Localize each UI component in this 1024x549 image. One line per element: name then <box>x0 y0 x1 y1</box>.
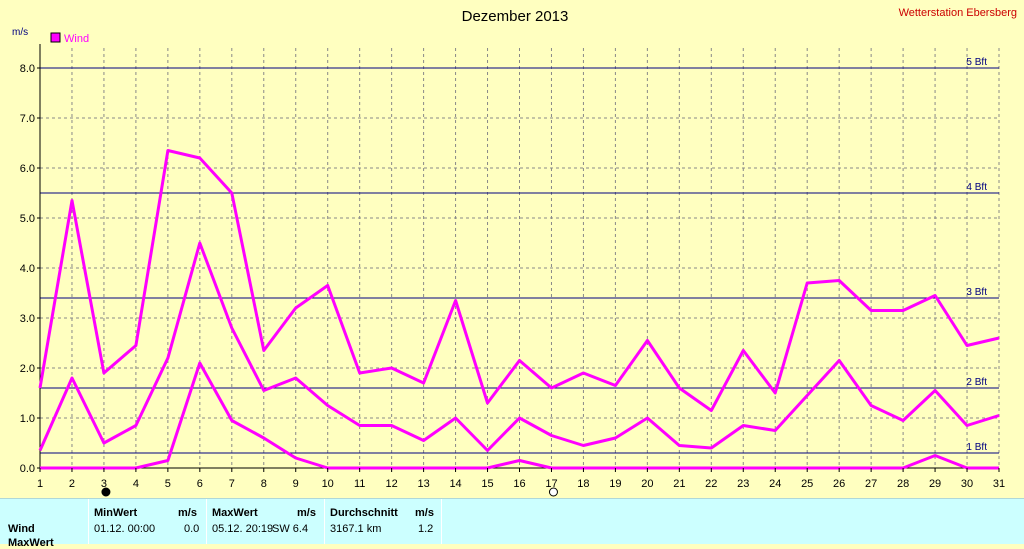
x-tick-label: 20 <box>641 478 653 490</box>
x-tick-label: 9 <box>293 478 299 490</box>
bft-label: 3 Bft <box>966 287 987 298</box>
x-tick-label: 21 <box>673 478 685 490</box>
x-tick-label: 1 <box>37 478 43 490</box>
y-tick-label: 2.0 <box>20 363 35 375</box>
x-tick-label: 12 <box>386 478 398 490</box>
x-tick-label: 3 <box>101 478 107 490</box>
x-tick-label: 29 <box>929 478 941 490</box>
avg-distance: 3167.1 km <box>330 523 382 535</box>
min-date: 01.12. 00:00 <box>94 523 156 535</box>
legend-label: Wind <box>64 33 89 45</box>
x-tick-label: 10 <box>322 478 334 490</box>
x-tick-label: 30 <box>961 478 973 490</box>
moon-markers <box>101 487 558 497</box>
series-line-max <box>38 149 1000 412</box>
x-tick-label: 16 <box>513 478 525 490</box>
row-label-wind: Wind <box>8 523 35 535</box>
max-header: MaxWert <box>212 507 258 519</box>
stats-divider <box>206 499 207 544</box>
station-name: Wetterstation Ebersberg <box>899 7 1017 19</box>
avg-value: 1.2 <box>418 523 434 535</box>
x-tick-label: 5 <box>165 478 171 490</box>
bft-label: 1 Bft <box>966 442 987 453</box>
y-tick-label: 8.0 <box>20 63 35 75</box>
wind-chart: Dezember 2013 Wetterstation Ebersberg m/… <box>12 7 1017 497</box>
full-moon-icon <box>548 487 558 497</box>
x-tick-label: 2 <box>69 478 75 490</box>
x-tick-label: 31 <box>993 478 1005 490</box>
y-tick-label: 3.0 <box>20 313 35 325</box>
x-tick-label: 23 <box>737 478 749 490</box>
y-tick-label: 7.0 <box>20 113 35 125</box>
tick-labels: 1 2 3 4 5 6 7 8 9 10 11 12 13 14 15 16 17 18 19 20 21 22 23 24 2… <box>20 63 1005 490</box>
legend-swatch <box>50 32 61 43</box>
x-tick-label: 6 <box>197 478 203 490</box>
y-tick-label: 6.0 <box>20 163 35 175</box>
x-tick-label: 22 <box>705 478 717 490</box>
stats-divider <box>441 499 442 544</box>
x-tick-label: 15 <box>481 478 493 490</box>
series-line-avg <box>38 241 1000 452</box>
bft-label: 5 Bft <box>966 57 987 68</box>
x-tick-label: 24 <box>769 478 781 490</box>
y-tick-label: 5.0 <box>20 213 35 225</box>
chart-title: Dezember 2013 <box>462 8 569 25</box>
stats-divider <box>324 499 325 544</box>
x-tick-label: 13 <box>417 478 429 490</box>
x-tick-label: 19 <box>609 478 621 490</box>
avg-unit-header: m/s <box>415 507 434 519</box>
min-header: MinWert <box>94 507 138 519</box>
new-moon-icon <box>101 487 111 497</box>
y-axis-unit: m/s <box>12 27 28 38</box>
x-tick-label: 27 <box>865 478 877 490</box>
grid <box>39 48 1000 469</box>
x-tick-label: 14 <box>449 478 461 490</box>
x-tick-label: 28 <box>897 478 909 490</box>
beaufort-lines: 1 Bft 2 Bft 3 Bft 4 Bft 5 Bft <box>40 57 999 454</box>
y-tick-label: 0.0 <box>20 463 35 475</box>
min-value: 0.0 <box>184 523 200 535</box>
y-tick-label: 1.0 <box>20 413 35 425</box>
x-tick-label: 4 <box>133 478 139 490</box>
x-tick-label: 25 <box>801 478 813 490</box>
x-tick-label: 8 <box>261 478 267 490</box>
max-unit-header: m/s <box>297 507 316 519</box>
x-tick-label: 17 <box>545 478 557 490</box>
min-unit-header: m/s <box>178 507 197 519</box>
stats-panel: MinWert m/s MaxWert m/s Durchschnitt m/s… <box>0 498 1024 549</box>
bft-label: 4 Bft <box>966 182 987 193</box>
avg-header: Durchschnitt <box>330 507 398 519</box>
bft-label: 2 Bft <box>966 377 987 388</box>
x-tick-label: 18 <box>577 478 589 490</box>
x-tick-label: 7 <box>229 478 235 490</box>
y-tick-label: 4.0 <box>20 263 35 275</box>
max-dir-value: SW 6.4 <box>272 523 309 535</box>
x-tick-label: 26 <box>833 478 845 490</box>
row-label-max: MaxWert <box>8 537 54 549</box>
x-tick-label: 11 <box>354 478 365 490</box>
stats-divider <box>88 499 89 544</box>
max-date: 05.12. 20:19 <box>212 523 274 535</box>
